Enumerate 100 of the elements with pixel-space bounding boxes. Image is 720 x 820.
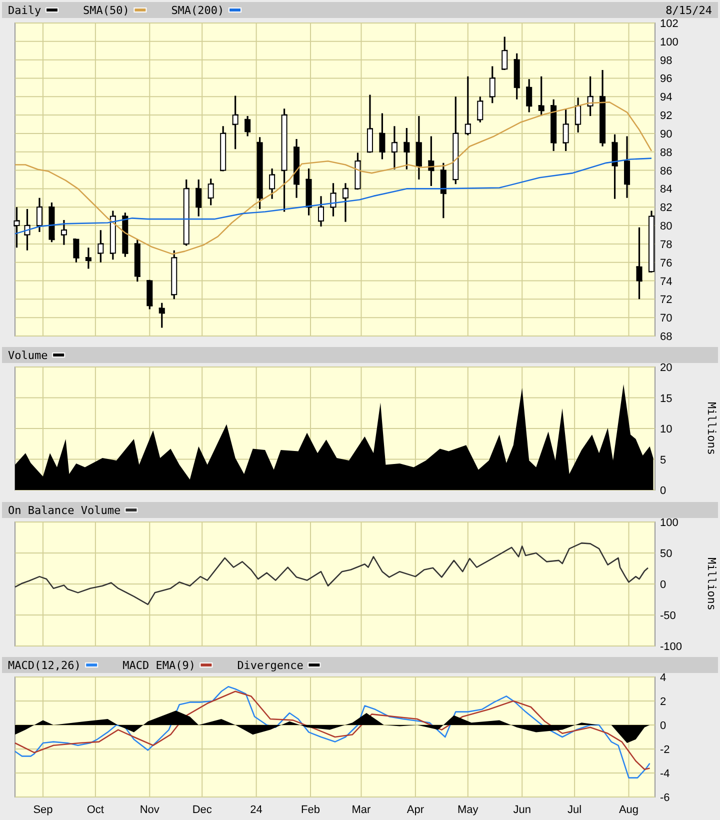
candlestick bbox=[146, 279, 153, 310]
y-tick-label: 0 bbox=[660, 485, 666, 497]
candlestick bbox=[391, 125, 398, 170]
y-tick-label: 2 bbox=[660, 696, 666, 708]
candlestick bbox=[318, 195, 324, 228]
y-tick-label: 20 bbox=[660, 362, 672, 374]
candlestick bbox=[294, 138, 300, 199]
candlestick bbox=[14, 206, 20, 248]
y-tick-label: -6 bbox=[660, 792, 670, 804]
candlestick bbox=[110, 210, 116, 260]
candlestick bbox=[587, 76, 594, 117]
y-tick-label: 98 bbox=[660, 54, 672, 67]
candlestick bbox=[196, 178, 202, 218]
y-axis-title: Millions bbox=[705, 402, 718, 455]
y-tick-label: 100 bbox=[660, 517, 678, 529]
legend-label: On Balance Volume bbox=[8, 504, 121, 517]
x-tick-label: Oct bbox=[86, 804, 104, 816]
line-series bbox=[14, 542, 649, 606]
candlestick bbox=[60, 219, 67, 246]
candlestick bbox=[73, 238, 80, 264]
x-tick-label: Mar bbox=[352, 804, 372, 816]
candlestick bbox=[575, 96, 582, 134]
y-tick-label: 5 bbox=[660, 454, 666, 466]
y-tick-label: 84 bbox=[660, 184, 672, 196]
legend-label: Divergence bbox=[237, 659, 304, 672]
y-tick-label: -50 bbox=[660, 610, 676, 622]
y-tick-label: -100 bbox=[660, 641, 682, 653]
y-tick-label: 10 bbox=[660, 424, 672, 436]
x-tick-label: Dec bbox=[192, 804, 212, 816]
y-tick-label: 100 bbox=[660, 36, 678, 48]
y-tick-label: 82 bbox=[660, 202, 672, 214]
candlestick bbox=[269, 168, 276, 200]
candlestick bbox=[416, 115, 422, 180]
legend-label: MACD(12,26) bbox=[8, 659, 81, 672]
candlestick bbox=[648, 210, 655, 274]
legend-label: SMA(200) bbox=[171, 4, 224, 17]
candlestick bbox=[636, 226, 642, 300]
candlestick bbox=[366, 94, 373, 154]
x-tick-label: Nov bbox=[140, 804, 160, 816]
candlestick bbox=[330, 182, 336, 218]
candlestick bbox=[624, 135, 630, 199]
legend-label: Daily bbox=[8, 4, 42, 17]
y-tick-label: 76 bbox=[660, 257, 672, 270]
candlestick bbox=[562, 108, 569, 152]
x-tick-label: 24 bbox=[250, 804, 262, 816]
candlestick bbox=[526, 78, 532, 114]
y-tick-label: 50 bbox=[660, 548, 672, 560]
candlestick bbox=[464, 76, 471, 136]
candlestick bbox=[85, 246, 92, 270]
x-tick-label: Sep bbox=[33, 804, 53, 816]
y-tick-label: 90 bbox=[660, 128, 672, 140]
x-tick-label: May bbox=[458, 804, 479, 816]
legend-label: Volume bbox=[8, 349, 48, 362]
candlestick bbox=[171, 250, 178, 300]
candlestick bbox=[183, 178, 190, 247]
y-tick-label: 80 bbox=[660, 220, 672, 233]
legend-label: SMA(50) bbox=[83, 4, 130, 17]
candlestick bbox=[134, 238, 140, 282]
candlestick bbox=[354, 152, 361, 190]
x-tick-label: Jul bbox=[568, 804, 582, 816]
x-tick-label: Jun bbox=[513, 804, 531, 816]
y-tick-label: 0 bbox=[660, 579, 666, 591]
y-axis-title: Millions bbox=[705, 558, 718, 610]
candlestick bbox=[220, 125, 226, 172]
y-tick-label: 0 bbox=[660, 720, 666, 732]
candlestick bbox=[452, 96, 459, 185]
y-tick-label: 72 bbox=[660, 294, 672, 306]
y-tick-label: 94 bbox=[660, 92, 672, 104]
candlestick bbox=[440, 162, 446, 219]
y-tick-label: 96 bbox=[660, 73, 672, 86]
candlestick bbox=[550, 98, 557, 152]
y-tick-label: -2 bbox=[660, 744, 670, 756]
y-tick-label: 15 bbox=[660, 392, 672, 405]
candlestick bbox=[281, 108, 288, 213]
x-tick-label: Aug bbox=[618, 804, 639, 816]
legend-label: MACD EMA(9) bbox=[122, 659, 196, 672]
candlestick bbox=[489, 65, 496, 104]
candlestick bbox=[538, 76, 544, 117]
y-tick-label: 78 bbox=[660, 238, 672, 251]
candlestick bbox=[256, 136, 263, 210]
line-series bbox=[14, 158, 652, 234]
y-tick-label: 74 bbox=[660, 276, 672, 288]
y-tick-label: 4 bbox=[660, 672, 666, 684]
candlestick bbox=[36, 197, 42, 233]
candlestick bbox=[158, 302, 165, 329]
candlestick bbox=[232, 94, 238, 150]
text: 8/15/24 bbox=[666, 4, 712, 17]
candlestick bbox=[600, 69, 606, 148]
candlestick bbox=[379, 112, 386, 160]
y-tick-label: 68 bbox=[660, 331, 672, 343]
candlestick bbox=[342, 182, 348, 223]
x-tick-label: Apr bbox=[406, 804, 424, 816]
y-tick-label: 102 bbox=[660, 18, 678, 30]
candlestick bbox=[208, 178, 214, 206]
y-tick-label: 70 bbox=[660, 312, 672, 325]
y-tick-label: 88 bbox=[660, 146, 672, 159]
candlestick bbox=[122, 212, 128, 258]
candlestick bbox=[502, 36, 508, 71]
candlestick bbox=[244, 115, 251, 138]
y-tick-label: 92 bbox=[660, 110, 672, 122]
